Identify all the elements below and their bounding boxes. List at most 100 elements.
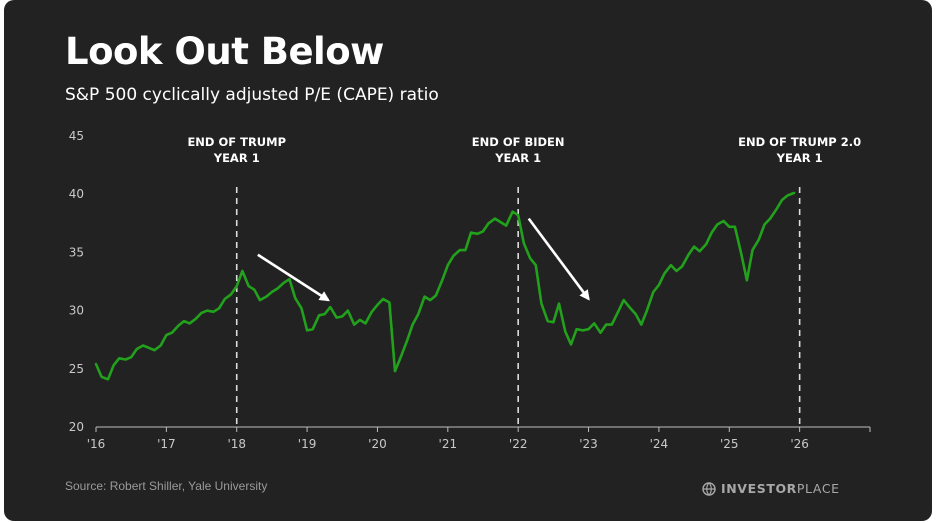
data-point [570,343,572,346]
investorplace-globe-icon [702,481,716,496]
annotation-label-line2: YEAR 1 [213,151,260,165]
data-point [159,344,162,347]
data-point [758,238,760,241]
y-tick-label: 20 [69,420,84,434]
data-point [359,319,361,321]
data-point [681,265,683,268]
data-point [153,349,156,352]
annotation-label-line1: END OF BIDEN [472,135,565,149]
data-point [698,250,701,252]
chart-subtitle: S&P 500 cyclically adjusted P/E (CAPE) r… [65,85,439,105]
data-point [628,306,631,308]
cape-line-chart: '16 '17 '18 '19 '20 '21 '22 '23 '24 '25 '26 20 25 30 3… [69,129,871,451]
data-point [722,220,725,222]
data-point [171,331,173,334]
data-point [535,264,537,267]
data-point [306,329,308,332]
data-point [663,272,666,275]
data-point [259,299,261,301]
data-point [769,217,771,220]
data-point [118,357,120,360]
data-point [235,285,238,288]
y-tick-label: 35 [69,245,84,259]
data-point [276,287,279,290]
data-point [212,311,215,313]
data-point [435,294,437,297]
data-point [353,323,356,326]
data-point [218,307,220,310]
data-point [288,278,291,281]
data-point [670,264,672,267]
trend-arrows [257,217,590,302]
data-point [224,298,226,300]
data-point [429,299,432,301]
y-tick-label: 45 [69,129,84,143]
y-tick-label: 30 [69,304,84,318]
data-point [341,315,344,318]
data-point [371,311,373,313]
annotation-label-line2: YEAR 1 [494,151,541,165]
data-point [294,297,296,299]
data-point [499,221,502,223]
data-point [183,320,185,322]
data-point [112,364,115,367]
data-point [793,192,795,194]
x-tick-label: '26 [790,437,809,451]
data-point [177,324,180,327]
x-tick-label: '24 [650,437,669,451]
data-point [763,223,766,226]
data-point [452,255,455,257]
data-point [329,306,332,308]
data-point [241,270,244,272]
data-point [311,328,314,331]
cape-series-line [94,191,796,381]
data-point [634,313,637,315]
data-point [364,322,367,325]
data-point [540,302,543,305]
annotation-label-line1: END OF TRUMP 2.0 [738,135,861,149]
x-tick-label: '20 [368,437,387,451]
data-point [95,363,97,365]
x-tick-label: '25 [720,437,739,451]
data-point [417,313,420,315]
data-point [411,323,414,326]
data-point [622,299,625,301]
data-point [786,194,789,197]
annotation-lines: END OF TRUMP YEAR 1 END OF BIDEN YEAR 1 END … [187,135,861,427]
data-point [505,224,508,227]
data-point [376,304,379,306]
data-point [142,344,144,347]
data-point [124,358,127,361]
data-point [646,309,648,312]
data-point [382,298,384,300]
axes: '16 '17 '18 '19 '20 '21 '22 '23 '24 '25 '26 20 25 30 3… [69,129,871,451]
data-point [517,214,519,216]
data-point [165,334,168,336]
chart-title: Look Out Below [65,30,384,73]
data-point [687,253,690,256]
data-point [459,249,461,251]
data-point [447,264,449,267]
data-point [599,331,602,334]
data-point [347,309,349,312]
data-point [323,313,326,315]
data-point [675,270,678,272]
data-point [705,243,707,246]
data-point [781,199,783,201]
data-point [423,295,426,298]
data-point [107,378,109,381]
x-tick-label: '21 [439,437,458,451]
data-point [640,323,643,326]
data-point [188,322,191,325]
data-point [728,226,731,228]
data-point [582,329,584,332]
x-tick-label: '18 [227,437,246,451]
annotation-label-line1: END OF TRUMP [187,135,286,149]
data-point [593,322,595,325]
data-point [388,301,391,304]
data-point [511,210,514,213]
logo-text-regular: PLACE [796,481,840,496]
data-point [148,347,150,349]
data-point [611,323,613,326]
investorplace-logo: INVESTORPLACE [702,481,840,496]
